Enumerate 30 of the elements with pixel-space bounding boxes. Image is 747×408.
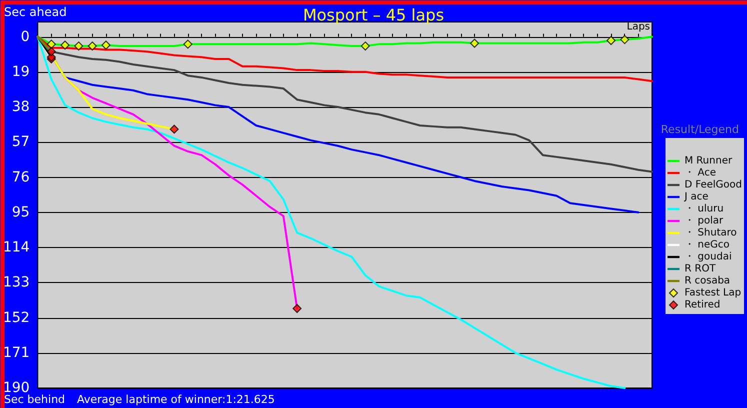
legend-label: Retired xyxy=(684,300,720,310)
legend-label: ・ Ace xyxy=(684,168,716,178)
y-tick-label: 95 xyxy=(12,204,30,220)
legend-label: ・ goudai xyxy=(684,252,732,262)
legend-label: J ace xyxy=(684,192,708,202)
y-tick-label: 152 xyxy=(2,310,30,326)
y-tick-label: 171 xyxy=(2,344,30,361)
y-tick-label: 76 xyxy=(12,169,30,186)
chart-title: Mosport – 45 laps xyxy=(302,6,444,24)
legend-title: Result/Legend xyxy=(660,123,740,136)
legend-label: D FeelGood xyxy=(684,180,742,190)
y-tick-label: 57 xyxy=(12,134,30,150)
text: Sec behind xyxy=(4,393,66,406)
y-tick-label: 114 xyxy=(2,240,30,256)
y-tick-label: 133 xyxy=(2,274,30,291)
y-axis-title: Sec ahead xyxy=(4,5,67,19)
legend-label: ・ polar xyxy=(684,216,724,226)
legend-label: ・ uluru xyxy=(684,204,724,214)
legend-label: M Runner xyxy=(684,156,733,166)
legend-label: Fastest Lap xyxy=(684,288,742,298)
y-tick-label: 38 xyxy=(12,99,30,116)
y-tick-label: 0 xyxy=(20,28,30,45)
text: Average laptime of winner:1:21.625 xyxy=(77,393,275,406)
legend-label: ・ neGco xyxy=(684,240,730,250)
legend-label: ・ Shutaro xyxy=(684,228,737,238)
y-tick-label: 19 xyxy=(12,64,30,80)
x-axis-title: Laps xyxy=(626,22,650,32)
legend-label: R ROT xyxy=(684,264,716,274)
legend-label: R cosaba xyxy=(684,276,730,286)
y-tick-label: 190 xyxy=(2,380,30,396)
